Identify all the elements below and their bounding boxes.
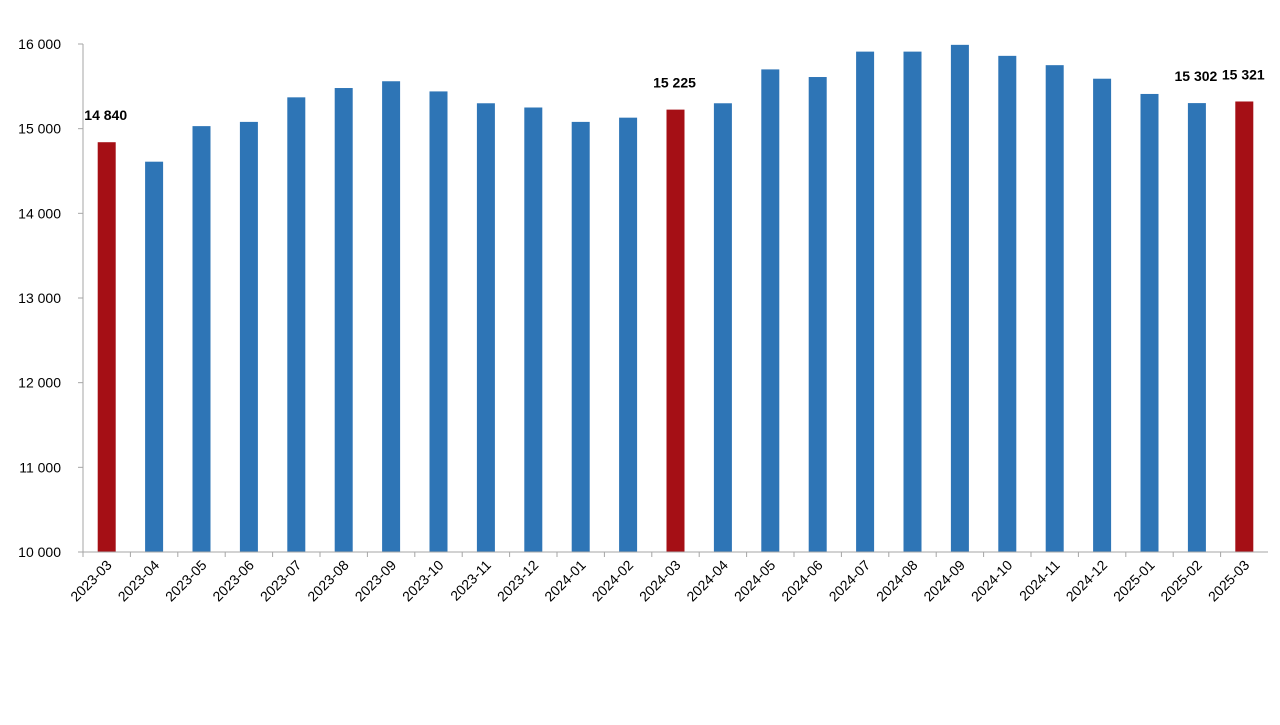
bar-2024-05 [761,69,780,553]
x-tick-label: 2023-12 [494,557,542,605]
bar-2024-03 [666,109,685,552]
x-tick-label: 2024-08 [873,557,921,605]
y-tick-label: 14 000 [18,205,61,221]
data-label: 15 225 [653,75,696,91]
x-tick-label: 2023-09 [352,557,400,605]
x-tick-label: 2024-03 [636,557,684,605]
y-tick-label: 12 000 [18,375,61,391]
x-tick-label: 2023-04 [115,557,163,605]
y-tick-label: 16 000 [18,36,61,52]
bar-2024-04 [713,103,732,553]
bar-2024-02 [619,117,638,552]
data-label: 15 302 [1174,68,1217,84]
data-label: 14 840 [84,107,127,123]
bar-2023-05 [192,126,211,553]
x-tick-label: 2025-03 [1205,557,1253,605]
bar-2024-01 [571,121,590,552]
x-tick-label: 2024-11 [1016,557,1063,604]
bars [97,44,1254,553]
y-tick-label: 10 000 [18,544,61,560]
bar-2024-06 [808,77,827,553]
x-tick-label: 2023-08 [304,557,352,605]
y-tick-label: 11 000 [19,459,61,475]
y-tick-label: 15 000 [18,121,61,137]
x-tick-label: 2024-01 [541,557,589,605]
bar-2023-06 [239,121,258,552]
bar-2023-03 [97,142,116,553]
bar-2025-02 [1187,103,1206,552]
x-tick-label: 2023-05 [162,557,210,605]
x-tick-label: 2024-07 [826,557,874,605]
x-axis: 2023-03 2023-04 2023-05 2023-06 2023-07 2023-… [67,551,1268,605]
x-tick-label: 2025-02 [1157,557,1205,605]
bar-2023-12 [524,107,543,552]
bar-2025-01 [1140,93,1159,552]
x-tick-label: 2023-06 [209,557,257,605]
bar-2023-09 [382,81,401,553]
bar-2023-07 [287,97,306,552]
x-tick-label: 2024-10 [968,557,1016,605]
bar-2025-03 [1235,101,1254,552]
x-tick-label: 2023-10 [399,557,447,605]
y-axis: 10 000 11 000 12 000 13 000 14 000 15 000 16 0… [18,36,84,560]
x-tick-label: 2024-09 [920,557,968,605]
data-labels: 14 840 15 225 15 302 15 321 [84,66,1265,123]
bar-2023-04 [145,161,164,553]
bar-2023-10 [429,91,448,552]
bar-2024-08 [903,51,922,553]
bar-2024-09 [950,44,969,552]
x-tick-label: 2024-12 [1063,557,1111,605]
bar-2024-12 [1093,78,1112,553]
bar-2024-11 [1045,65,1064,553]
x-tick-label: 2023-11 [447,557,494,604]
x-tick-label: 2025-01 [1110,557,1158,605]
x-tick-label: 2024-02 [589,557,637,605]
data-label: 15 321 [1222,66,1265,82]
x-tick-label: 2024-05 [731,557,779,605]
x-tick-label: 2023-07 [257,557,305,605]
bar-2023-11 [476,103,495,553]
bar-2023-08 [334,88,353,552]
x-tick-label: 2024-04 [683,557,731,605]
bar-2024-07 [856,51,875,553]
x-tick-label: 2023-03 [67,557,115,605]
x-tick-label: 2024-06 [778,557,826,605]
bar-2024-10 [998,55,1017,552]
y-tick-label: 13 000 [18,290,61,306]
